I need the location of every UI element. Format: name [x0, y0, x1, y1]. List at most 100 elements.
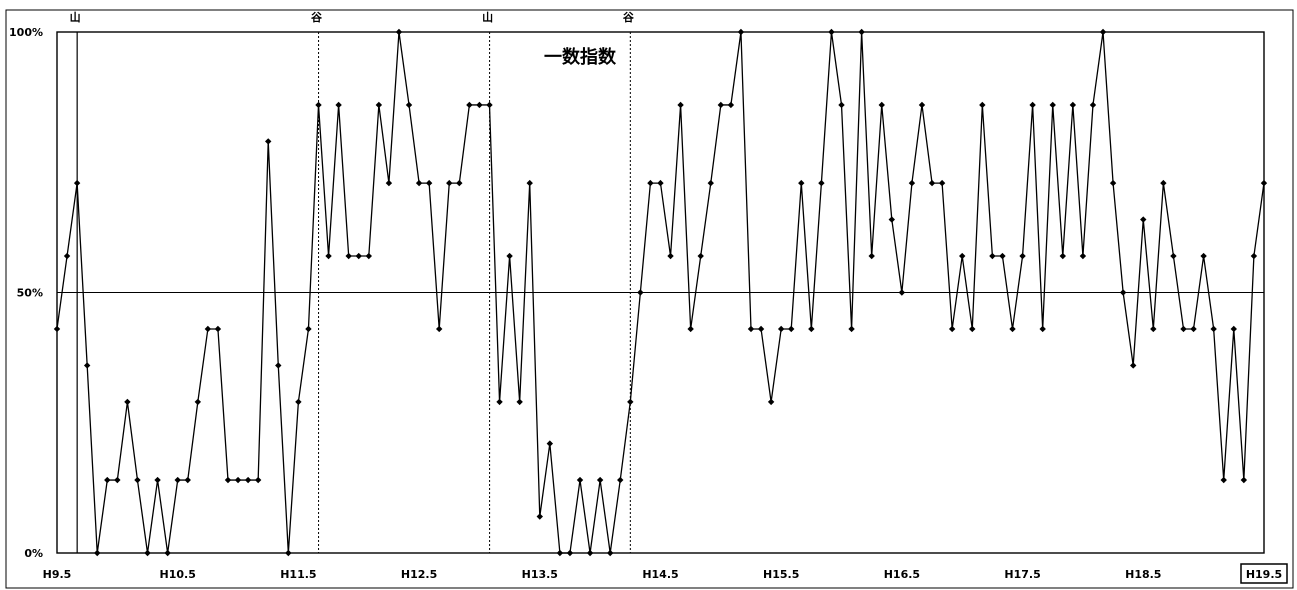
data-point: [204, 325, 212, 333]
data-point: [707, 179, 714, 187]
data-point: [184, 476, 191, 484]
data-point: [496, 398, 503, 406]
data-point: [214, 325, 222, 333]
data-point: [53, 325, 61, 333]
data-point: [164, 549, 171, 557]
data-point: [959, 252, 966, 260]
data-point: [234, 476, 242, 484]
data-point: [104, 476, 111, 484]
data-point: [536, 513, 543, 520]
data-point: [345, 252, 352, 260]
x-tick-label-0: H9.5: [43, 568, 72, 581]
data-point: [757, 325, 765, 333]
data-point: [134, 476, 141, 484]
data-point: [1160, 179, 1167, 187]
x-tick-labels: H9.5 H10.5 H11.5 H12.5 H13.5 H14.5 H15.5 H16.5 H…: [43, 563, 1288, 584]
data-point: [938, 179, 946, 187]
x-tick-label-9: H18.5: [1125, 568, 1161, 581]
x-tick-label-2: H11.5: [280, 568, 316, 581]
data-point: [606, 549, 614, 557]
data-point: [315, 101, 322, 109]
data-point: [365, 252, 372, 260]
data-point: [989, 252, 996, 260]
y-tick-label-2: 100%: [9, 26, 43, 39]
x-tick-label-5: H14.5: [642, 568, 678, 581]
data-point: [476, 101, 483, 109]
data-point: [979, 101, 986, 109]
x-tick-label-3: H12.5: [401, 568, 437, 581]
phase-label-3: 谷: [623, 10, 635, 24]
data-point: [1129, 362, 1137, 369]
data-point: [285, 549, 292, 557]
data-point: [969, 325, 976, 333]
data-point: [265, 138, 272, 145]
data-point: [687, 325, 694, 333]
data-point: [677, 101, 684, 109]
data-point: [1230, 325, 1237, 333]
x-tick-label-4: H13.5: [522, 568, 558, 581]
data-point: [888, 216, 896, 223]
data-point: [1019, 252, 1026, 260]
data-point: [1079, 252, 1087, 260]
data-point: [295, 398, 302, 406]
data-point: [405, 101, 413, 109]
data-point: [154, 476, 161, 484]
data-point: [767, 398, 775, 406]
data-point: [1210, 325, 1217, 333]
data-point: [777, 325, 785, 333]
data-point: [385, 179, 393, 187]
phase-label-1: 谷: [311, 10, 323, 24]
data-point: [335, 101, 342, 109]
data-point: [737, 28, 745, 36]
data-point: [546, 440, 554, 447]
data-point: [586, 549, 594, 557]
data-point: [124, 398, 131, 406]
data-point: [254, 476, 262, 484]
data-point: [94, 549, 101, 557]
data-point: [1099, 28, 1107, 36]
data-point: [657, 179, 664, 187]
data-point: [516, 398, 523, 406]
data-point: [194, 398, 202, 406]
data-point: [828, 28, 835, 36]
data-point: [144, 549, 151, 557]
data-point: [1180, 325, 1187, 333]
data-point: [948, 325, 956, 333]
data-point: [566, 549, 574, 557]
data-point: [1029, 101, 1036, 109]
data-point: [355, 252, 362, 260]
data-point: [617, 476, 624, 484]
data-point: [466, 101, 473, 109]
x-tick-label-7: H16.5: [884, 568, 920, 581]
phase-label-0: 山: [70, 10, 81, 24]
data-point: [838, 101, 845, 109]
x-tick-label-6: H15.5: [763, 568, 799, 581]
data-point: [1109, 179, 1117, 187]
data-point: [999, 252, 1006, 260]
data-point: [1200, 252, 1207, 260]
data-point: [83, 362, 91, 369]
data-point: [1260, 179, 1268, 187]
phase-label-2: 山: [482, 10, 493, 24]
data-point: [73, 179, 81, 187]
data-point: [898, 289, 906, 296]
data-point: [1119, 289, 1127, 296]
data-point: [1049, 101, 1056, 109]
data-point: [556, 549, 564, 557]
data-point: [436, 325, 443, 333]
data-point: [928, 179, 936, 187]
data-point: [174, 476, 181, 484]
data-point: [1059, 252, 1066, 260]
data-point: [275, 362, 282, 369]
data-point: [717, 101, 725, 109]
data-point: [647, 179, 654, 187]
data-point: [395, 28, 403, 36]
data-point: [305, 325, 312, 333]
data-point: [1150, 325, 1157, 333]
data-point: [1089, 101, 1097, 109]
data-point: [1140, 216, 1147, 223]
chart-outer-frame: [5, 9, 1294, 589]
data-point: [446, 179, 453, 187]
data-point: [506, 252, 513, 260]
